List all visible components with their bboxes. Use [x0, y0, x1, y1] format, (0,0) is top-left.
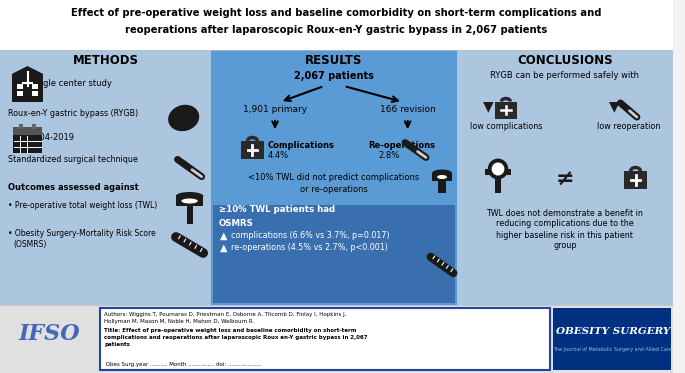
Ellipse shape [168, 105, 199, 131]
Ellipse shape [182, 198, 198, 204]
Bar [457, 50, 673, 305]
Text: or re-operations: or re-operations [300, 185, 368, 194]
Bar [213, 205, 455, 303]
Text: OSMRS: OSMRS [219, 219, 254, 228]
Text: 2004-2019: 2004-2019 [29, 134, 75, 142]
Ellipse shape [488, 159, 508, 179]
Text: ▼: ▼ [608, 99, 619, 113]
Bar [32, 91, 38, 96]
Text: Complications: Complications [267, 141, 334, 150]
Text: ▼: ▼ [483, 99, 493, 113]
Text: Obes Surg.year .......... Month ............... doi: ...................: Obes Surg.year .......... Month ........… [104, 362, 262, 367]
Text: reoperations after laparoscopic Roux-en-Y gastric bypass in 2,067 patients: reoperations after laparoscopic Roux-en-… [125, 25, 547, 35]
Text: OBESITY SURGERY: OBESITY SURGERY [556, 326, 670, 335]
Text: Single center study: Single center study [30, 78, 112, 88]
FancyBboxPatch shape [240, 141, 264, 159]
Bar [13, 127, 42, 153]
Text: Authors: Wiggins T, Pournaras D, Priestman E, Osborne A, Titcomb D, Finlay I, Ho: Authors: Wiggins T, Pournaras D, Priestm… [104, 312, 347, 324]
Text: Standardized surgical technique: Standardized surgical technique [8, 156, 138, 164]
Text: Outcomes assessed against: Outcomes assessed against [8, 184, 138, 192]
Text: ▲: ▲ [220, 231, 227, 241]
Bar [176, 196, 203, 206]
Text: complications (6.6% vs 3.7%, p=0.017): complications (6.6% vs 3.7%, p=0.017) [231, 232, 390, 241]
Text: The Journal of Metabolic Surgery and Allied Care: The Journal of Metabolic Surgery and All… [553, 347, 673, 351]
Text: • Pre-operative total weight loss (TWL): • Pre-operative total weight loss (TWL) [8, 201, 157, 210]
Bar [18, 124, 23, 129]
Text: ≥10% TWL patients had: ≥10% TWL patients had [219, 206, 335, 214]
Text: <10% TWL did not predict complications: <10% TWL did not predict complications [249, 173, 420, 182]
Bar [0, 50, 211, 305]
Bar [16, 91, 23, 96]
Bar [211, 50, 457, 305]
Ellipse shape [492, 163, 504, 176]
Text: low complications: low complications [470, 122, 542, 131]
Bar [0, 0, 673, 50]
Bar [485, 169, 511, 175]
Text: RYGB can be performed safely with: RYGB can be performed safely with [490, 72, 639, 81]
Ellipse shape [437, 175, 447, 179]
Text: re-operations (4.5% vs 2.7%, p<0.001): re-operations (4.5% vs 2.7%, p<0.001) [231, 244, 388, 253]
Text: IFSO: IFSO [18, 323, 80, 345]
Text: 4.4%: 4.4% [267, 151, 288, 160]
Text: group: group [553, 241, 577, 251]
FancyBboxPatch shape [495, 101, 516, 119]
Ellipse shape [432, 169, 452, 176]
Text: • Obesity Surgery-Mortality Risk Score: • Obesity Surgery-Mortality Risk Score [8, 229, 155, 238]
Bar [12, 74, 43, 102]
Text: 2,067 patients: 2,067 patients [294, 71, 374, 81]
Text: reducing complications due to the: reducing complications due to the [496, 219, 634, 229]
Text: RESULTS: RESULTS [306, 53, 362, 66]
Bar [495, 167, 501, 193]
Bar [32, 124, 36, 129]
Text: TWL does not demonstrate a benefit in: TWL does not demonstrate a benefit in [486, 209, 643, 217]
Bar [0, 305, 673, 373]
Ellipse shape [176, 192, 203, 200]
Text: Roux-en-Y gastric bypass (RYGB): Roux-en-Y gastric bypass (RYGB) [8, 110, 138, 119]
Bar [553, 308, 671, 370]
Text: Effect of pre-operative weight loss and baseline comorbidity on short-term compl: Effect of pre-operative weight loss and … [71, 8, 601, 18]
Text: CONCLUSIONS: CONCLUSIONS [517, 53, 612, 66]
Text: Re-operations: Re-operations [369, 141, 436, 150]
Bar [32, 84, 38, 89]
Text: low reoperation: low reoperation [597, 122, 660, 131]
Bar [186, 196, 192, 224]
Polygon shape [12, 66, 43, 74]
Bar [16, 84, 23, 89]
Bar [432, 173, 452, 181]
Text: ≠: ≠ [556, 170, 574, 190]
Bar [13, 127, 42, 135]
FancyBboxPatch shape [624, 171, 647, 189]
Text: Title: Effect of pre-operative weight loss and baseline comorbidity on short-ter: Title: Effect of pre-operative weight lo… [104, 328, 368, 347]
Text: ▲: ▲ [220, 243, 227, 253]
Text: 2.8%: 2.8% [378, 151, 399, 160]
Text: (OSMRS): (OSMRS) [14, 239, 47, 248]
Text: 1,901 primary: 1,901 primary [243, 106, 307, 115]
Text: METHODS: METHODS [73, 53, 138, 66]
Text: 166 revision: 166 revision [379, 106, 436, 115]
Text: higher baseline risk in this patient: higher baseline risk in this patient [497, 231, 633, 239]
FancyBboxPatch shape [100, 308, 550, 370]
Bar [438, 173, 446, 193]
